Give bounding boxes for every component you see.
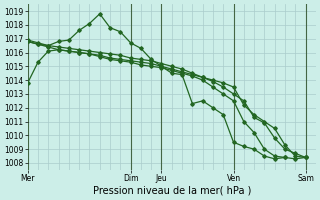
X-axis label: Pression niveau de la mer( hPa ): Pression niveau de la mer( hPa ) bbox=[92, 186, 251, 196]
